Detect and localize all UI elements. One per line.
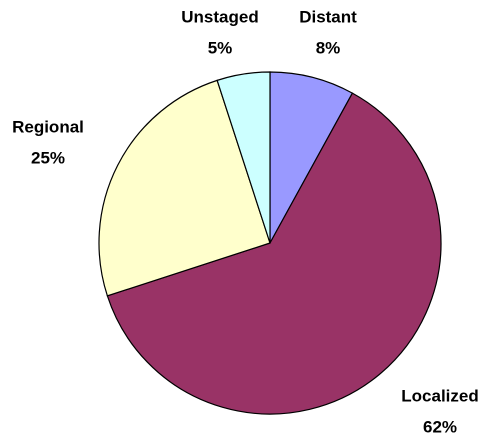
slice-value-label: 25%	[31, 148, 65, 167]
pie-slice	[106, 92, 442, 415]
slice-value-label: 5%	[208, 38, 233, 57]
pie-slice	[98, 79, 271, 297]
slice-label: Localized	[401, 386, 478, 405]
slice-label: Regional	[12, 117, 84, 136]
slice-label: Distant	[299, 7, 357, 26]
slice-label: Unstaged	[181, 7, 258, 26]
pie-slice	[216, 71, 271, 244]
slice-value-label: 62%	[423, 417, 457, 436]
slice-value-label: 8%	[316, 38, 341, 57]
